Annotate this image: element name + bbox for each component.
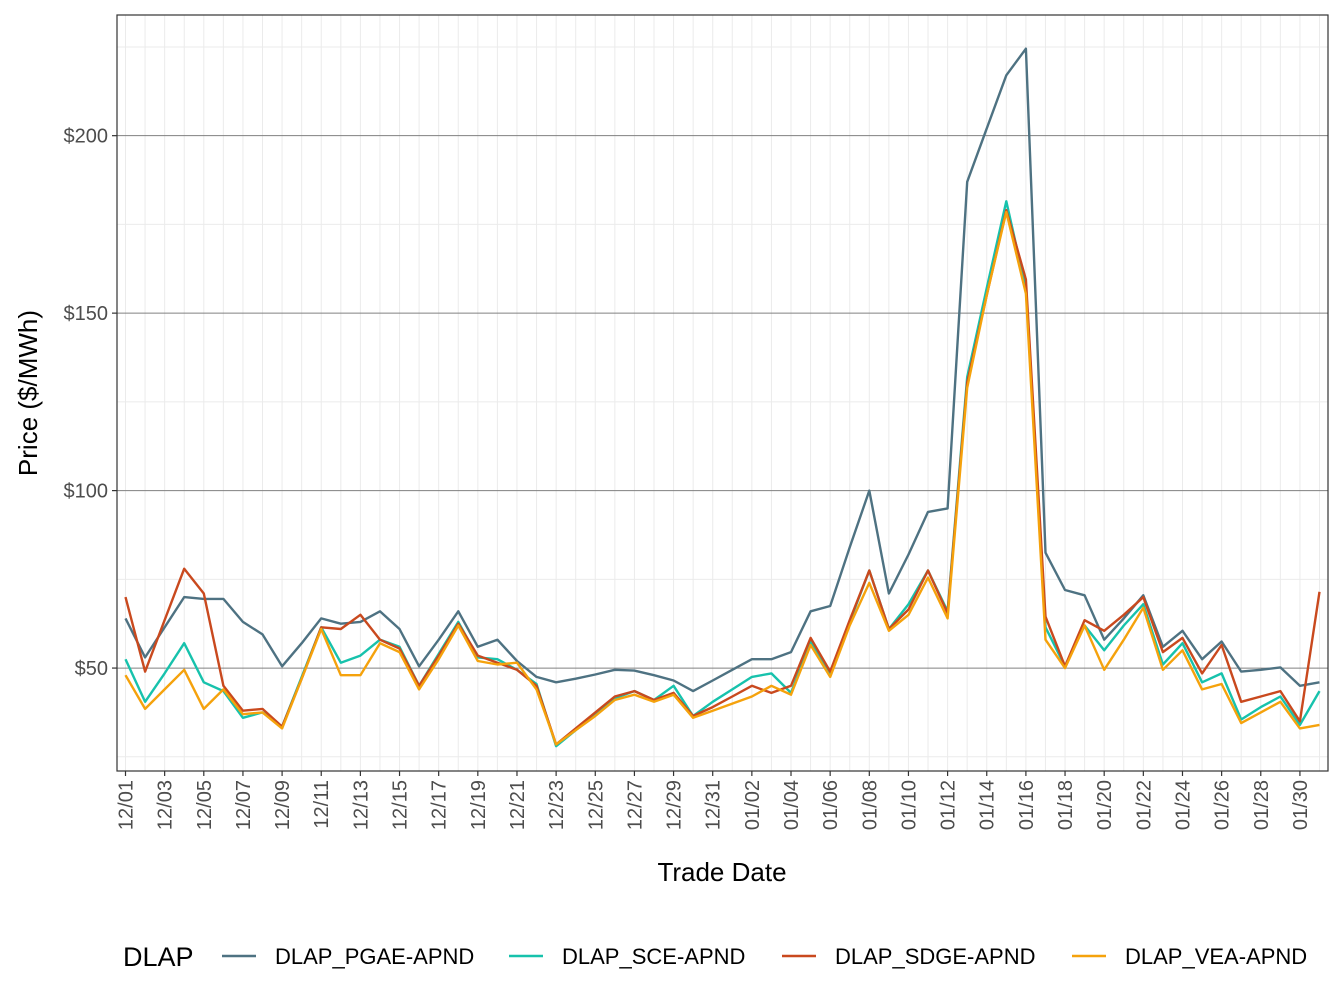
x-tick-label: 01/04 xyxy=(781,780,803,830)
x-tick-label: 12/05 xyxy=(194,780,216,830)
series-line-dlap-vea-apnd xyxy=(124,210,1320,746)
x-tick-label: 12/17 xyxy=(429,780,451,830)
x-tick-label: 12/15 xyxy=(390,780,412,830)
x-tick-label: 01/16 xyxy=(1016,780,1038,830)
legend-title: DLAP xyxy=(123,942,194,972)
x-tick-label: 01/14 xyxy=(977,780,999,830)
y-tick-label: $150 xyxy=(64,303,109,325)
legend-label: DLAP_VEA-APND xyxy=(1125,944,1307,969)
x-tick-label: 01/08 xyxy=(859,780,881,830)
legend-label: DLAP_SCE-APND xyxy=(562,944,745,969)
x-tick-label: 12/13 xyxy=(350,780,372,830)
legend-item-dlap-vea-apnd: DLAP_VEA-APND xyxy=(1072,944,1307,969)
x-tick-label: 01/02 xyxy=(742,780,764,830)
x-tick-label: 01/30 xyxy=(1290,780,1312,830)
legend-item-dlap-sdge-apnd: DLAP_SDGE-APND xyxy=(782,944,1036,969)
x-tick-label: 12/07 xyxy=(233,780,255,830)
x-tick-label: 01/26 xyxy=(1212,780,1234,830)
x-tick-label: 12/11 xyxy=(311,780,333,829)
y-tick-label: $100 xyxy=(64,481,109,503)
y-tick-label: $200 xyxy=(64,126,109,148)
legend: DLAP DLAP_PGAE-APND DLAP_SCE-APND DLAP_SDG… xyxy=(123,942,1307,972)
x-tick-label: 12/23 xyxy=(546,780,568,830)
series-line-dlap-sdge-apnd xyxy=(124,208,1321,746)
x-tick-label: 01/20 xyxy=(1094,780,1116,830)
y-axis: $50 $100 $150 $200 xyxy=(64,126,117,680)
x-tick-label: 01/12 xyxy=(938,780,960,830)
legend-item-dlap-pgae-apnd: DLAP_PGAE-APND xyxy=(222,944,474,969)
x-tick-label: 12/03 xyxy=(155,780,177,830)
x-tick-label: 01/10 xyxy=(898,780,920,830)
x-tick-label: 01/06 xyxy=(820,780,842,830)
x-axis: 12/01 12/03 12/05 12/07 12/09 12/11 12/13 12/15… xyxy=(116,771,1312,830)
x-tick-label: 01/18 xyxy=(1055,780,1077,830)
x-tick-label: 12/31 xyxy=(703,780,725,830)
series-line-dlap-sce-apnd xyxy=(124,200,1321,748)
legend-item-dlap-sce-apnd: DLAP_SCE-APND xyxy=(509,944,745,969)
x-tick-label: 12/19 xyxy=(468,780,490,830)
x-tick-label: 12/01 xyxy=(116,780,138,830)
legend-label: DLAP_SDGE-APND xyxy=(835,944,1036,969)
y-tick-label: $50 xyxy=(75,658,108,680)
legend-label: DLAP_PGAE-APND xyxy=(275,944,474,969)
plot-panel-background xyxy=(117,15,1328,771)
legend-items: DLAP_PGAE-APND DLAP_SCE-APND DLAP_SDGE-APN… xyxy=(222,944,1307,969)
x-tick-label: 12/29 xyxy=(664,780,686,830)
series-line-dlap-pgae-apnd xyxy=(124,47,1320,693)
x-tick-label: 01/22 xyxy=(1133,780,1155,830)
x-tick-label: 12/09 xyxy=(272,780,294,830)
x-tick-label: 12/21 xyxy=(507,780,529,830)
x-tick-label: 12/25 xyxy=(585,780,607,830)
x-tick-label: 12/27 xyxy=(624,780,646,830)
x-axis-title: Trade Date xyxy=(657,857,786,887)
plot-panel-border xyxy=(116,14,1329,772)
y-axis-title: Price ($/MWh) xyxy=(13,310,43,476)
x-tick-label: 01/24 xyxy=(1172,780,1194,830)
series-lines xyxy=(124,47,1321,748)
major-gridlines xyxy=(117,135,1328,669)
x-tick-label: 01/28 xyxy=(1251,780,1273,830)
